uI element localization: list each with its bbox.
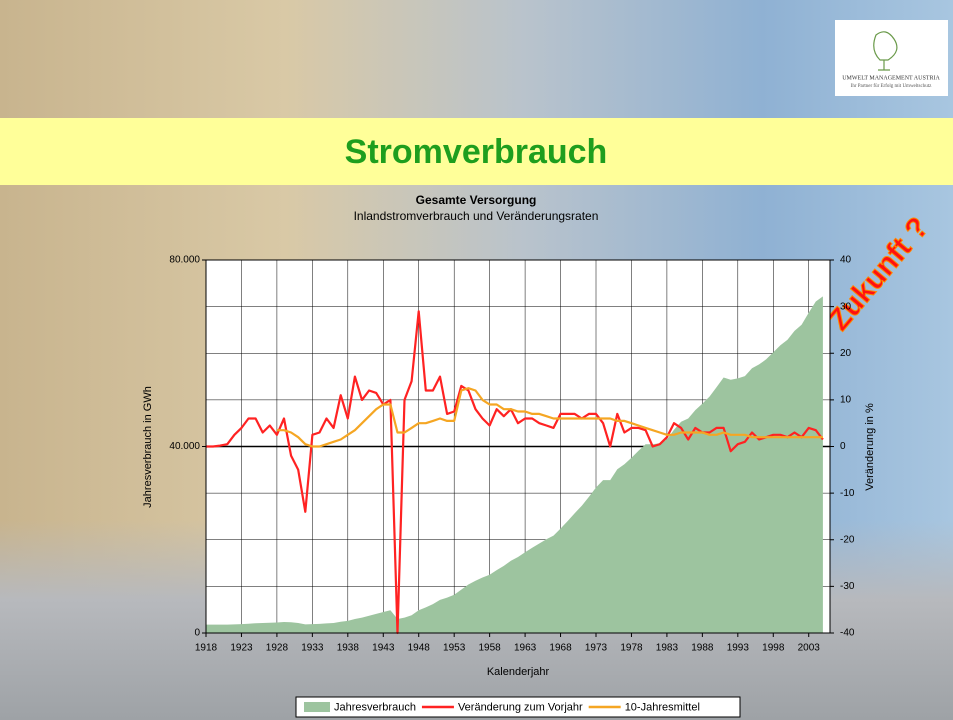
x-tick-label: 1923 (230, 643, 253, 654)
legend-label: 10-Jahresmittel (625, 701, 700, 713)
annotation: Zukunft ? (822, 211, 935, 337)
x-tick-label: 1918 (195, 643, 218, 654)
y-tick-label: 80.000 (169, 255, 200, 266)
x-tick-label: 1983 (656, 643, 679, 654)
x-tick-label: 1933 (301, 643, 324, 654)
logo-name: UMWELT MANAGEMENT AUSTRIA (842, 75, 940, 81)
x-tick-label: 1938 (337, 643, 360, 654)
x-axis-label: Kalenderjahr (487, 666, 550, 678)
chart: UMWELT MANAGEMENT AUSTRIA Ihr Partner fü… (0, 0, 953, 720)
x-tick-label: 1953 (443, 643, 466, 654)
x-tick-label: 1928 (266, 643, 289, 654)
y2-tick-label: 20 (840, 348, 852, 359)
chart-subtitle: Inlandstromverbrauch und Veränderungsrat… (354, 209, 599, 223)
chart-title: Gesamte Versorgung (416, 193, 537, 207)
legend-swatch (304, 702, 330, 712)
y2-tick-label: -10 (840, 488, 855, 499)
x-tick-label: 1988 (691, 643, 714, 654)
legend-label: Veränderung zum Vorjahr (458, 701, 583, 713)
y-tick-label: 40.000 (169, 441, 200, 452)
x-tick-label: 1943 (372, 643, 395, 654)
logo-tagline: Ihr Partner für Erfolg mit Umweltschutz (851, 84, 932, 89)
y2-tick-label: 40 (840, 255, 852, 266)
y-tick-label: 0 (194, 628, 200, 639)
x-tick-label: 2003 (798, 643, 821, 654)
y2-tick-label: 0 (840, 441, 846, 452)
y2-tick-label: -20 (840, 534, 855, 545)
y2-tick-label: -40 (840, 628, 855, 639)
slide: UMWELT MANAGEMENT AUSTRIA Ihr Partner fü… (0, 0, 953, 720)
x-tick-label: 1968 (549, 643, 572, 654)
legend-label: Jahresverbrauch (334, 701, 416, 713)
x-tick-label: 1993 (727, 643, 750, 654)
x-tick-label: 1948 (408, 643, 431, 654)
y2-tick-label: 10 (840, 395, 852, 406)
legend: Jahresverbrauch Veränderung zum Vorjahr 10… (296, 697, 740, 717)
x-tick-label: 1998 (762, 643, 785, 654)
y2-tick-label: -30 (840, 581, 855, 592)
y2-axis-label: Veränderung in % (864, 403, 876, 491)
slide-title: Stromverbrauch (345, 133, 608, 171)
x-tick-label: 1978 (620, 643, 643, 654)
y-axis-label: Jahresverbrauch in GWh (142, 386, 154, 508)
x-tick-label: 1963 (514, 643, 537, 654)
x-tick-label: 1973 (585, 643, 608, 654)
x-tick-label: 1958 (479, 643, 502, 654)
y2-tick-label: 30 (840, 301, 852, 312)
